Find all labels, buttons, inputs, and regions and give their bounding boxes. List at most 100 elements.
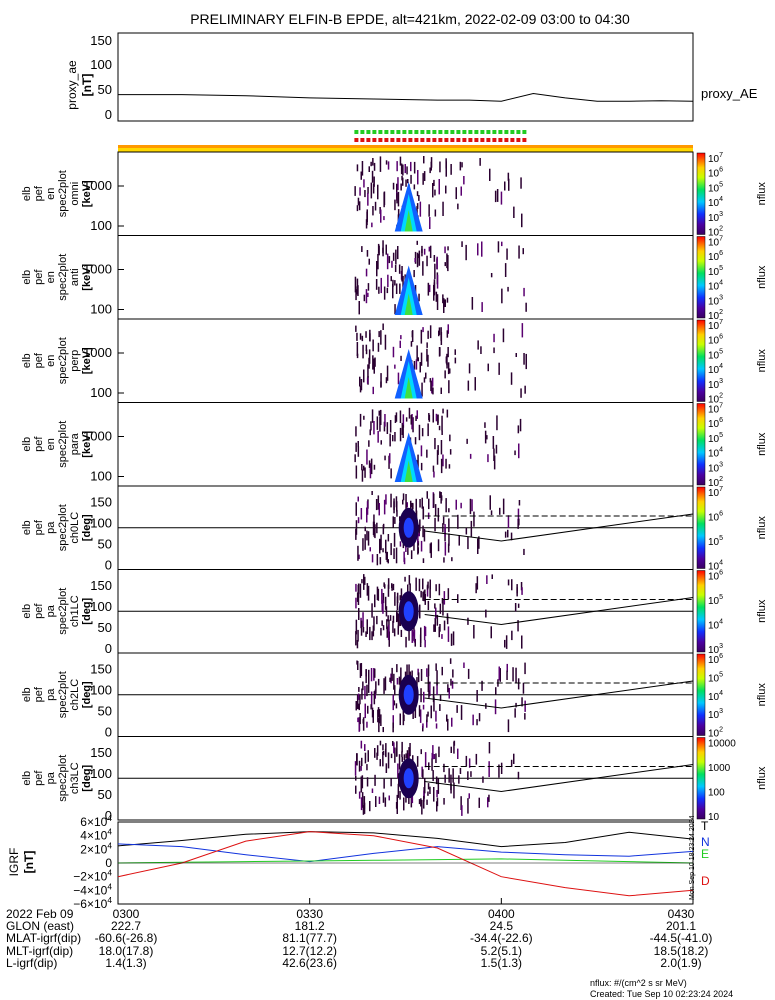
colorbar-tick-label: 104 bbox=[708, 619, 723, 632]
spectro-streak bbox=[397, 625, 399, 635]
spectro-streak bbox=[460, 502, 462, 509]
spectro-streak bbox=[436, 614, 439, 626]
spectro-streak bbox=[402, 177, 404, 186]
spectro-streak bbox=[375, 681, 377, 694]
spectro-streak bbox=[379, 538, 381, 554]
spectro-streak bbox=[507, 286, 509, 292]
spectro-streak bbox=[518, 500, 521, 506]
spectro-streak bbox=[424, 639, 426, 648]
spectro-streak bbox=[407, 547, 409, 555]
colorbar-tick-label: 103 bbox=[708, 461, 723, 474]
science-red-dash bbox=[372, 138, 377, 142]
panel-ytick-label: 50 bbox=[98, 537, 112, 552]
spectro-streak bbox=[393, 548, 395, 559]
pa-core-inner bbox=[403, 684, 414, 705]
spectro-streak bbox=[377, 588, 380, 601]
spectro-streak bbox=[420, 749, 422, 755]
spectro-streak bbox=[440, 458, 443, 474]
spectro-streak bbox=[404, 576, 406, 582]
science-red-dash bbox=[510, 138, 515, 142]
spectro-streak bbox=[443, 798, 445, 805]
spectro-streak bbox=[366, 449, 368, 465]
science-green-dash bbox=[366, 130, 371, 134]
panel-ylabel-line: pef bbox=[33, 770, 45, 786]
spectro-streak bbox=[439, 624, 441, 632]
spectro-streak bbox=[433, 787, 435, 802]
spectro-streak bbox=[444, 524, 446, 537]
spectro-streak bbox=[380, 209, 382, 223]
science-green-dash bbox=[498, 130, 503, 134]
spectro-streak bbox=[382, 751, 384, 767]
xlabel-value: 81.1(77.7) bbox=[282, 931, 337, 945]
xlabel-row-name: MLAT-igrf(dip) bbox=[6, 931, 81, 945]
field-series-D bbox=[117, 831, 694, 897]
spectro-streak bbox=[445, 185, 447, 194]
spectro-streak bbox=[389, 420, 392, 433]
panel-ylabel-line: [deg] bbox=[81, 764, 93, 791]
spectro-streak bbox=[365, 289, 368, 304]
spectro-streak bbox=[362, 681, 364, 691]
panel-ylabel-line: [deg] bbox=[81, 597, 93, 624]
spectro-streak bbox=[400, 335, 402, 340]
spectro-streak bbox=[505, 635, 508, 649]
panel-ylabel-line: [keV] bbox=[81, 263, 93, 290]
spectro-streak bbox=[433, 754, 436, 760]
panel-ylabel-line: [keV] bbox=[81, 180, 93, 207]
spectro-streak bbox=[394, 592, 396, 606]
panel-ytick-label: 50 bbox=[98, 787, 112, 802]
spectro-streak bbox=[442, 599, 444, 616]
spectro-streak bbox=[412, 417, 414, 433]
spectro-streak bbox=[355, 619, 358, 635]
spectro-streak bbox=[446, 409, 449, 418]
spectro-streak bbox=[355, 325, 357, 332]
spectro-streak bbox=[426, 585, 429, 597]
spectro-streak bbox=[363, 465, 365, 471]
spectro-streak bbox=[366, 501, 369, 515]
colorbar-tick-label: 105 bbox=[708, 671, 723, 684]
panel-ytick-label: 50 bbox=[98, 704, 112, 719]
spectro-streak bbox=[368, 460, 371, 468]
spectro-streak bbox=[378, 286, 380, 294]
spectro-streak bbox=[359, 583, 362, 598]
panel-ylabel-line: spec2plot bbox=[57, 421, 69, 468]
spectro-streak bbox=[443, 298, 445, 313]
field-tick-label: −6×104 bbox=[73, 895, 112, 911]
colorbar-tick-label: 103 bbox=[708, 643, 723, 656]
spectro-streak bbox=[386, 287, 389, 294]
spectro-streak bbox=[390, 543, 392, 556]
panel-ytick-label: 1000 bbox=[83, 429, 112, 444]
science-green-dash bbox=[468, 130, 473, 134]
spectro-streak bbox=[384, 676, 387, 691]
panel-ylabel-line: elb bbox=[21, 437, 33, 452]
spectro-streak bbox=[376, 554, 379, 566]
xlabel-value: 1.4(1.3) bbox=[105, 956, 146, 970]
spectro-streak bbox=[423, 377, 426, 383]
spectro-streak bbox=[417, 668, 419, 676]
spectro-streak bbox=[364, 744, 366, 751]
spectro-streak bbox=[449, 449, 452, 455]
science-red-dash bbox=[450, 138, 455, 142]
spectro-streak bbox=[427, 282, 430, 296]
spectro-streak bbox=[393, 742, 395, 754]
spectro-streak bbox=[413, 361, 416, 370]
spectro-streak bbox=[512, 667, 514, 682]
spectro-streak bbox=[363, 574, 365, 590]
spectro-streak bbox=[465, 244, 467, 261]
panel-ytick-label: 100 bbox=[90, 385, 112, 400]
science-red-dash bbox=[456, 138, 461, 142]
spectro-streak bbox=[436, 801, 438, 812]
panel-ylabel-line: pa bbox=[45, 771, 57, 784]
spectro-streak bbox=[389, 433, 391, 447]
science-red-dash bbox=[354, 138, 359, 142]
panel-frame bbox=[117, 736, 694, 821]
spectro-streak bbox=[428, 204, 430, 217]
spectro-streak bbox=[507, 172, 510, 181]
spectro-streak bbox=[378, 331, 380, 338]
spectro-streak bbox=[364, 526, 366, 532]
side-stamp: Mon Sep 10 18:23:24 2024 bbox=[689, 815, 696, 900]
panel-ytick-label: 150 bbox=[90, 495, 112, 510]
spectro-streak bbox=[448, 518, 450, 533]
spectro-streak bbox=[507, 529, 509, 538]
spectro-streak bbox=[379, 156, 382, 172]
spectro-streak bbox=[478, 797, 480, 808]
